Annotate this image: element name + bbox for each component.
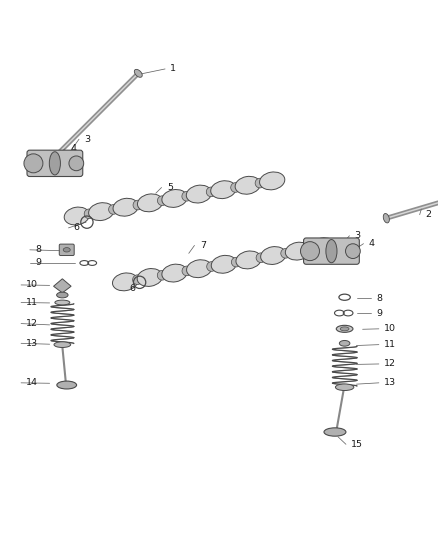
- Text: 13: 13: [383, 378, 396, 387]
- Ellipse shape: [162, 264, 187, 282]
- FancyBboxPatch shape: [59, 244, 74, 255]
- Ellipse shape: [230, 183, 240, 192]
- Text: 1: 1: [170, 64, 176, 74]
- Text: 8: 8: [376, 294, 382, 303]
- Ellipse shape: [210, 181, 236, 199]
- FancyBboxPatch shape: [27, 150, 82, 176]
- Ellipse shape: [137, 194, 162, 212]
- Text: 9: 9: [35, 259, 41, 268]
- Text: 12: 12: [26, 319, 38, 328]
- Text: 10: 10: [383, 325, 395, 333]
- Text: 12: 12: [383, 359, 395, 368]
- Ellipse shape: [49, 152, 60, 175]
- Ellipse shape: [235, 176, 260, 194]
- Ellipse shape: [112, 273, 138, 291]
- Ellipse shape: [335, 384, 353, 391]
- Text: 13: 13: [26, 339, 39, 348]
- Ellipse shape: [231, 257, 240, 267]
- Polygon shape: [53, 279, 71, 293]
- Ellipse shape: [339, 341, 349, 346]
- Ellipse shape: [235, 251, 261, 269]
- Text: 6: 6: [74, 223, 80, 232]
- FancyBboxPatch shape: [303, 238, 358, 264]
- Ellipse shape: [345, 244, 360, 259]
- Ellipse shape: [54, 342, 71, 348]
- Ellipse shape: [336, 325, 352, 333]
- Ellipse shape: [137, 269, 162, 286]
- Ellipse shape: [134, 69, 142, 77]
- Ellipse shape: [206, 187, 215, 197]
- Ellipse shape: [260, 247, 285, 264]
- Ellipse shape: [259, 172, 284, 190]
- Ellipse shape: [280, 248, 290, 258]
- Text: 6: 6: [129, 284, 135, 293]
- Ellipse shape: [182, 266, 191, 276]
- Ellipse shape: [285, 242, 310, 260]
- Text: 7: 7: [199, 241, 205, 250]
- Ellipse shape: [57, 292, 68, 298]
- Text: 14: 14: [26, 378, 38, 387]
- Ellipse shape: [325, 239, 336, 263]
- Ellipse shape: [186, 185, 211, 203]
- Ellipse shape: [132, 275, 142, 285]
- Ellipse shape: [157, 196, 167, 206]
- Ellipse shape: [84, 209, 94, 219]
- Ellipse shape: [323, 428, 345, 436]
- Ellipse shape: [63, 248, 70, 252]
- Text: 8: 8: [35, 245, 41, 254]
- Text: 15: 15: [350, 440, 362, 449]
- Text: 5: 5: [166, 183, 173, 192]
- Ellipse shape: [108, 205, 118, 214]
- Text: 4: 4: [368, 239, 374, 248]
- Ellipse shape: [57, 381, 77, 389]
- Text: 4: 4: [70, 144, 76, 154]
- Ellipse shape: [186, 260, 212, 278]
- Ellipse shape: [24, 154, 43, 173]
- Text: 11: 11: [383, 340, 395, 349]
- Text: 11: 11: [26, 298, 38, 307]
- Ellipse shape: [309, 238, 335, 256]
- Ellipse shape: [133, 200, 142, 210]
- Text: 3: 3: [84, 135, 90, 144]
- Text: 9: 9: [376, 309, 382, 318]
- Ellipse shape: [305, 244, 314, 254]
- Ellipse shape: [69, 156, 84, 171]
- Ellipse shape: [339, 327, 348, 331]
- Text: 3: 3: [354, 231, 360, 240]
- Ellipse shape: [255, 253, 265, 263]
- Ellipse shape: [206, 262, 216, 271]
- Ellipse shape: [211, 255, 236, 273]
- Ellipse shape: [382, 214, 389, 223]
- Text: 10: 10: [26, 280, 38, 289]
- Ellipse shape: [181, 191, 191, 201]
- Ellipse shape: [88, 203, 113, 221]
- Ellipse shape: [157, 270, 166, 280]
- Ellipse shape: [254, 178, 264, 188]
- Ellipse shape: [64, 207, 89, 225]
- Ellipse shape: [55, 300, 70, 305]
- Ellipse shape: [113, 198, 138, 216]
- Text: 2: 2: [424, 210, 430, 219]
- Ellipse shape: [300, 241, 319, 261]
- Ellipse shape: [162, 190, 187, 207]
